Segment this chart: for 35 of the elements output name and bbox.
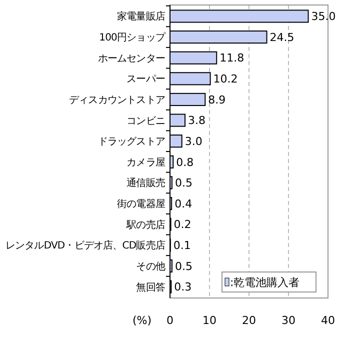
y-tick-label: ホームセンター [98,53,166,64]
text: 3.8 [188,114,206,128]
x-tick-label: 20 [242,314,256,327]
text: 0.2 [174,218,192,232]
y-tick-label: 無回答 [136,281,166,294]
y-tick-label: 家電量販店 [116,10,166,23]
y-tick-label: 街の電器屋 [116,198,166,210]
legend-label: :乾電池購入者 [230,276,300,289]
y-tick-label: 100円ショップ [99,32,166,44]
x-tick-label: 0 [166,314,174,327]
y-tick-label: ドラッグストア [98,136,166,148]
text: 8.9 [208,93,226,106]
y-tick-label: その他 [136,260,166,272]
x-tick-label: 40 [321,314,335,327]
x-tick-label: 10 [202,314,216,327]
text: 24.5 [270,30,294,44]
y-tick-label: ディスカウントストア [68,94,166,106]
x-axis-title: (%) [132,314,152,327]
y-tick-label: カメラ屋 [126,157,166,168]
y-tick-label: 通信販売 [126,177,166,190]
text: 3.0 [184,134,202,148]
text: 0.4 [174,197,192,210]
text: 0.1 [173,238,191,252]
x-tick-label: 30 [282,314,296,327]
y-tick-label: レンタルDVD・ビデオ店、CD販売店 [5,240,166,252]
text: 0.5 [174,260,192,273]
text: 10.2 [213,72,238,86]
text: 0.5 [174,176,192,190]
text: 0.3 [174,280,192,294]
y-tick-label: コンビニ [126,116,165,127]
y-tick-label: 駅の売店 [126,218,166,231]
y-tick-label: スーパー [126,74,166,86]
text: 35.0 [311,10,336,24]
text: 0.8 [176,156,194,169]
text: 11.8 [220,52,244,65]
